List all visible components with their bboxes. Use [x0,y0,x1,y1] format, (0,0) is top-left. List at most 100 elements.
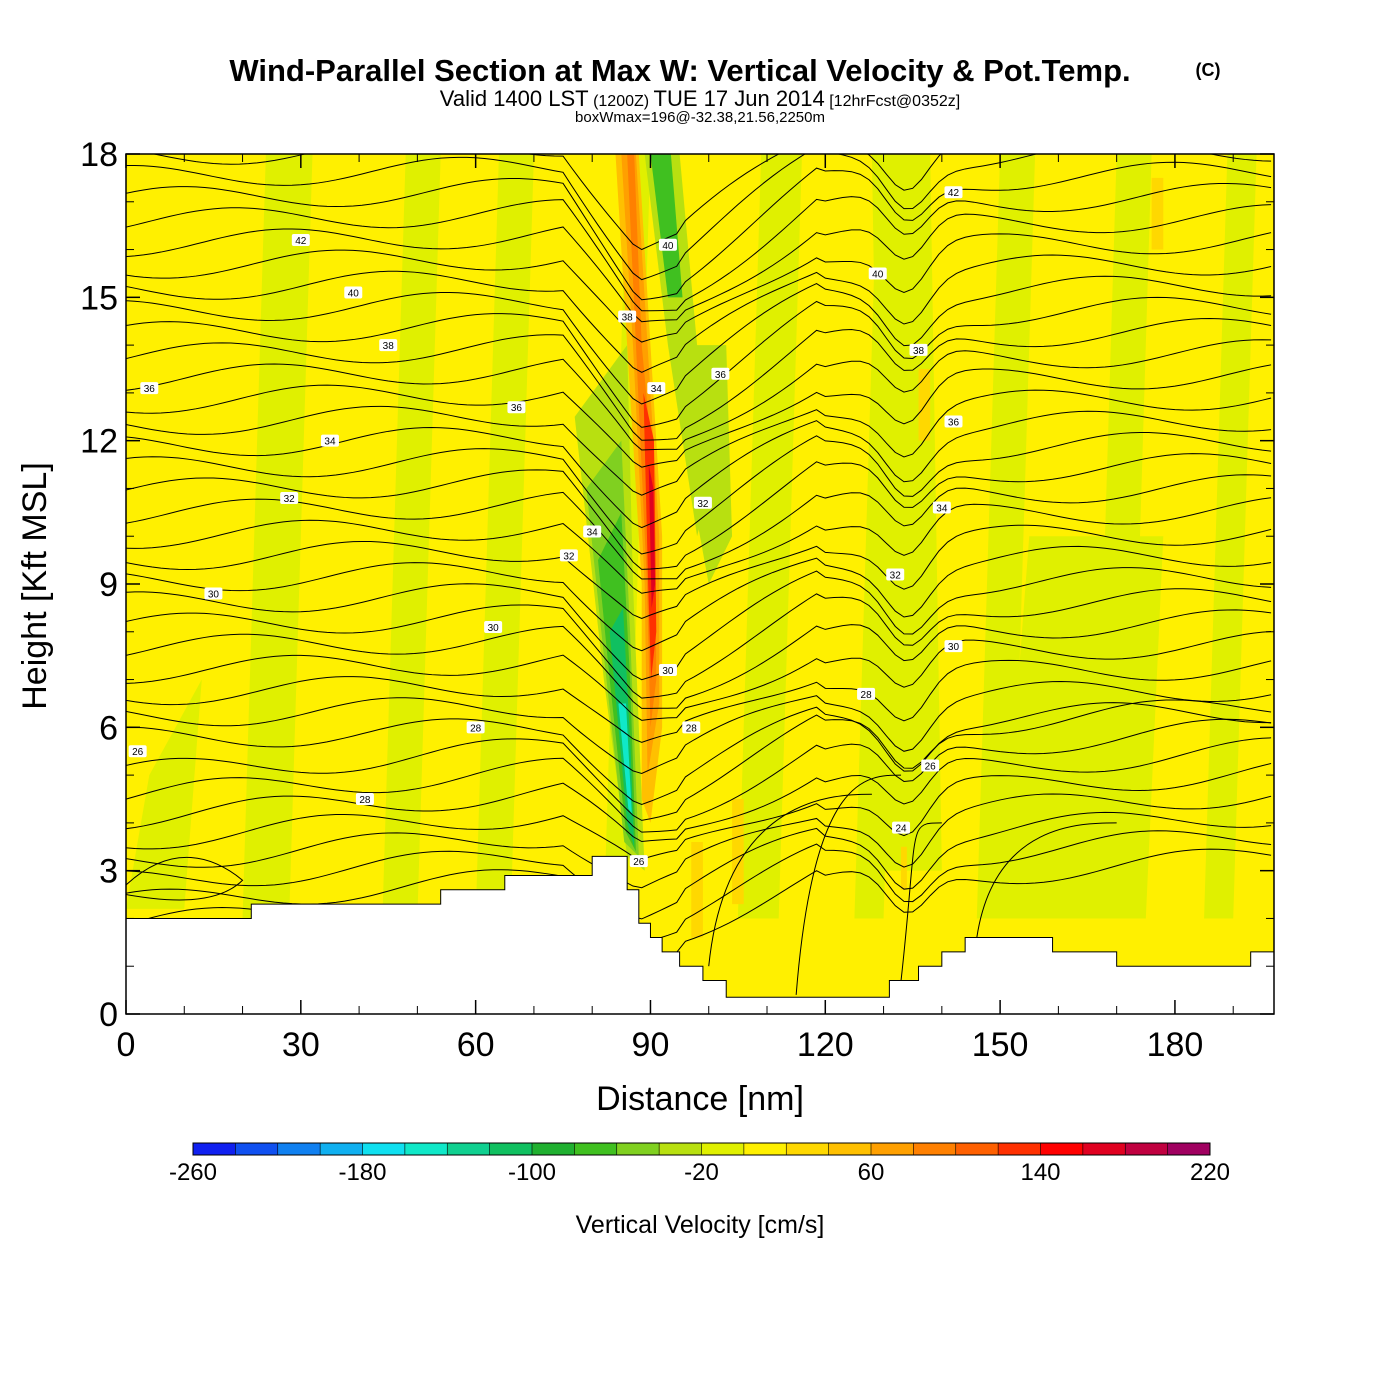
theta-label: 30 [204,587,223,601]
theta-label-text: 30 [208,590,220,601]
weak-sink-band [871,154,942,871]
theta-contour [126,182,1272,312]
colorbar-swatch [871,1143,914,1155]
theta-label-text: 38 [622,312,634,323]
theta-label-text: 26 [633,857,645,868]
theta-label: 38 [909,343,928,357]
theta-label-box [618,310,637,323]
theta-label: 36 [711,367,730,381]
theta-label-layer: 26 28 28 30 30 32 32 34 34 36 36 38 40 42 38 34 40 36 32 30… [128,186,963,868]
theta-label-box [658,238,677,251]
theta-label-text: 30 [948,642,960,653]
theta-contour [126,567,1272,681]
theta-label: 40 [658,238,677,252]
x-tick-label: 90 [632,1026,670,1064]
colorbar-swatch [447,1143,491,1155]
theta-label-text: 32 [890,570,902,581]
theta-label-box [921,759,940,772]
colorbar-tick-label: -20 [684,1159,719,1186]
theta-contour [795,774,902,995]
forecast-info: [12hrFcst@0352z] [829,93,960,110]
theta-label-text: 34 [587,527,599,538]
theta-label: 34 [583,525,602,538]
theta-label-text: 38 [383,341,395,352]
theta-label-text: 28 [686,723,698,734]
y-tick-label: 12 [80,423,118,461]
theta-label: 40 [344,286,363,300]
weak-sink-band [737,154,802,919]
theta-label-text: 30 [488,623,500,634]
theta-label-text: 28 [861,690,873,701]
colorbar-swatch [320,1143,363,1155]
y-tick-label: 9 [99,566,118,604]
theta-label-box [944,640,963,653]
colorbar-swatch [404,1143,448,1155]
theta-contour [976,822,1117,938]
colorbar-swatch [701,1143,745,1155]
theta-label: 26 [921,759,940,773]
theta-label-text: 28 [359,795,371,806]
theta-label-box [204,587,223,600]
x-tick-label: 180 [1147,1026,1204,1064]
theta-label-text: 40 [348,289,360,300]
theta-label: 24 [892,821,911,835]
theta-label-text: 24 [895,824,907,835]
theta-label-box [344,286,363,299]
theta-label-box [693,496,712,509]
valid-date: TUE 17 Jun 2014 [654,86,825,111]
chart-title: Wind-Parallel Section at Max W: Vertical… [229,53,1130,88]
valid-utc: (1200Z) [593,93,649,110]
theta-contour [126,524,1272,619]
upper-sink-core [650,154,683,298]
plot-area: 26 28 28 30 30 32 32 34 34 36 36 38 40 42 38 34 40 36 32 30… [126,154,1274,1014]
boxwmax-label: boxWmax=196@-32.38,21.56,2250m [575,109,825,126]
theta-contour [126,204,1272,323]
theta-contour [126,630,1272,721]
theta-contour [126,702,1272,806]
colorbar-swatch [786,1143,830,1155]
theta-contour [126,339,1272,451]
y-tick-label: 18 [80,136,118,174]
y-axis-label: Height [Kft MSL] [16,462,54,710]
theta-label-box [379,339,398,352]
theta-contour [126,718,1272,833]
weak-updraft-spot [1151,177,1164,250]
theta-label-text: 26 [132,747,144,758]
theta-contour [126,364,1272,468]
x-tick-label: 60 [457,1026,495,1064]
theta-label-text: 32 [563,551,575,562]
theta-label-text: 32 [284,494,296,505]
theta-label-text: 36 [144,384,156,395]
theta-label-text: 32 [697,499,709,510]
theta-label-text: 30 [662,666,674,677]
colorbar-swatch [1125,1143,1169,1155]
colorbar-swatch [955,1143,999,1155]
theta-label-box [647,382,666,395]
theta-contour [151,154,942,251]
theta-label-box [892,821,911,834]
y-tick-label: 15 [80,279,118,317]
colorbar-swatch [1082,1143,1126,1155]
theta-label: 42 [291,234,310,247]
theta-label: 38 [379,339,398,352]
theta-label-text: 26 [925,762,937,773]
theta-contour [126,588,1272,699]
x-tick-label: 30 [282,1026,320,1064]
theta-contour [126,318,1272,441]
theta-label-box [583,525,602,538]
colorbar-swatch [235,1143,279,1155]
theta-label: 26 [128,745,147,758]
x-tick-label: 150 [972,1026,1029,1064]
theta-label-text: 40 [872,269,884,280]
theta-label: 32 [559,549,578,562]
theta-label-box [140,382,159,395]
colorbar-swatch [1167,1143,1211,1155]
theta-label: 28 [857,687,876,701]
theta-contour [126,389,1272,496]
theta-label: 28 [466,721,485,734]
y-tick-label: 6 [99,709,118,747]
colorbar-label: Vertical Velocity [cm/s] [576,1211,825,1239]
theta-label-text: 36 [715,370,727,381]
colorbar-swatch [828,1143,872,1155]
